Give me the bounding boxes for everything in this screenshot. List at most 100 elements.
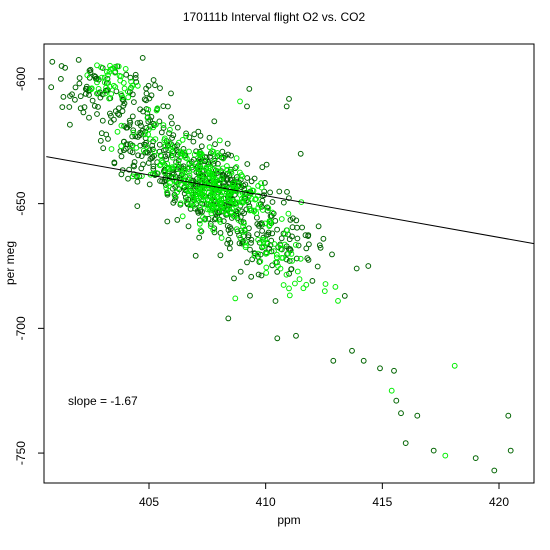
data-point [201,201,208,208]
data-point [59,104,66,110]
x-axis-label: ppm [277,513,300,527]
fit-line [46,156,535,245]
data-point [206,144,213,151]
data-point [320,235,327,242]
data-point [144,114,151,121]
data-point [60,94,67,100]
data-point [224,223,231,229]
data-point [183,197,190,204]
data-point [227,185,233,192]
data-point [186,148,192,155]
data-point [133,172,140,179]
data-point [262,180,268,186]
data-point [180,149,187,156]
data-point [156,118,163,125]
data-point [225,236,232,243]
data-point [145,106,152,113]
data-point [161,169,168,176]
data-point [223,177,230,184]
data-point [171,143,178,150]
data-point [225,315,232,322]
data-point [125,94,132,101]
data-point [133,144,140,151]
data-point [103,131,110,138]
data-point [329,251,335,258]
data-point [280,255,286,261]
data-point [196,182,202,189]
data-point [99,117,106,124]
data-point [296,276,303,283]
data-point [196,162,203,168]
data-point [167,126,173,133]
data-point [206,134,213,141]
data-point [414,412,421,419]
data-point [430,447,437,454]
data-point [208,210,215,217]
data-point [388,387,395,394]
data-point [284,227,291,234]
data-point [507,447,514,454]
data-point [197,150,204,157]
data-point [182,166,188,173]
data-point [119,96,126,103]
data-point [201,192,208,199]
data-point [237,268,244,275]
data-point [294,235,301,242]
data-point [170,132,177,139]
data-point [377,365,383,372]
data-point [76,75,83,81]
data-point [259,207,266,213]
data-point [118,143,125,150]
data-point [207,207,214,214]
data-point [153,121,159,128]
data-point [217,219,224,225]
data-point [134,82,141,89]
chart-title: 170111b Interval flight O2 vs. CO2 [183,10,366,24]
x-axis: 405 410 415 420 [139,482,509,509]
data-point [297,150,304,157]
data-point [218,235,225,241]
data-point [111,159,118,166]
data-point [152,82,158,89]
data-point [297,255,304,262]
data-point [132,71,139,78]
data-point [101,79,108,86]
data-point [115,110,121,117]
data-point [94,111,100,117]
data-point [146,181,153,188]
data-point [202,158,209,165]
data-point [251,250,258,257]
data-point [182,194,189,201]
data-point [108,91,115,97]
data-point [237,98,243,105]
data-point [332,284,339,290]
data-point [214,150,221,156]
data-point [206,168,213,174]
data-point [247,207,253,214]
data-point [169,149,176,155]
y-tick-label: -650 [14,191,28,215]
data-point [156,141,163,148]
data-point [174,217,181,223]
data-point [131,159,138,165]
data-point [145,160,152,166]
data-point [120,80,127,86]
data-point [107,62,113,69]
data-point [207,165,214,171]
data-point [263,270,270,276]
data-point [255,250,261,257]
data-point [240,182,247,189]
data-point [98,74,105,81]
data-point [104,68,110,75]
data-point [88,86,95,93]
data-point [207,170,214,177]
data-point [207,221,214,227]
data-point [231,275,237,282]
data-point [236,179,243,186]
data-point [183,186,190,193]
x-tick-label: 410 [256,495,276,509]
data-point [82,91,89,97]
data-point [442,452,449,459]
data-point [285,210,292,217]
data-point [232,295,239,302]
